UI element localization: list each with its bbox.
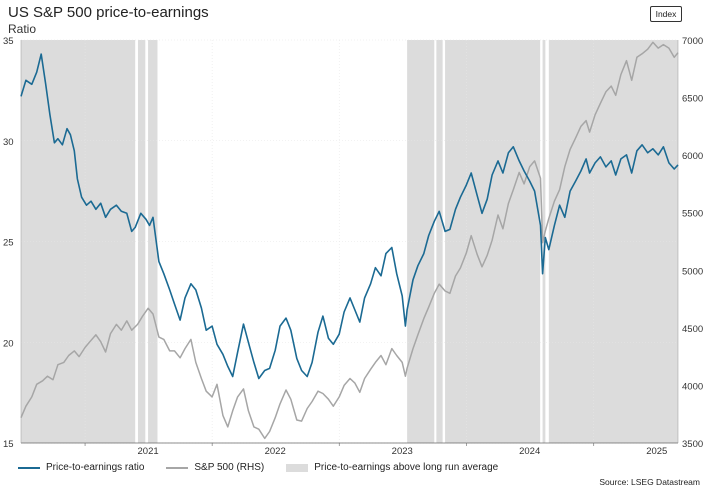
y-left-tick-label: 15 [3,439,14,450]
x-tick-label: 2022 [265,446,286,457]
source-note: Source: LSEG Datastream [599,477,700,487]
legend: Price-to-earnings ratio S&P 500 (RHS) Pr… [18,462,520,473]
y-right-tick-label: 4500 [682,324,703,335]
legend-swatch-spx [166,466,189,469]
y-right-tick-label: 4000 [682,381,703,392]
shaded-period-4 [436,40,443,443]
legend-item-shade[interactable]: Price-to-earnings above long run average [286,462,498,473]
chart-title: US S&P 500 price-to-earnings [8,4,209,21]
legend-item-pe[interactable]: Price-to-earnings ratio [18,462,144,473]
legend-swatch-pe [18,466,40,469]
axes: 1520253035350040004500500055006000650070… [3,36,703,457]
legend-label-pe: Price-to-earnings ratio [46,462,145,473]
y-right-tick-label: 6000 [682,151,703,162]
x-tick-label: 2024 [519,446,540,457]
chart-subtitle: Ratio [8,22,37,36]
series-lines [20,41,679,440]
x-tick-label: 2023 [392,446,413,457]
y-right-tick-label: 6500 [682,94,703,105]
y-left-tick-label: 25 [3,238,14,249]
series-line-spx [20,41,679,440]
y-right-tick-label: 3500 [682,439,703,450]
legend-item-spx[interactable]: S&P 500 (RHS) [166,462,264,473]
y-left-tick-label: 20 [3,338,14,349]
index-badge[interactable]: Index [650,6,682,22]
y-left-tick-label: 35 [3,36,14,47]
y-right-tick-label: 7000 [682,36,703,47]
series-line-pe [20,53,679,380]
gridlines [21,39,678,444]
x-tick-label: 2025 [646,446,667,457]
shaded-period-2 [148,40,158,443]
shaded-period-7 [548,40,678,443]
y-right-tick-label: 5500 [682,209,703,220]
legend-label-shade: Price-to-earnings above long run average [314,462,499,473]
legend-swatch-shade [286,463,309,472]
legend-label-spx: S&P 500 (RHS) [194,462,265,473]
y-right-tick-label: 5000 [682,266,703,277]
x-tick-label: 2021 [138,446,159,457]
y-left-tick-label: 30 [3,137,14,148]
